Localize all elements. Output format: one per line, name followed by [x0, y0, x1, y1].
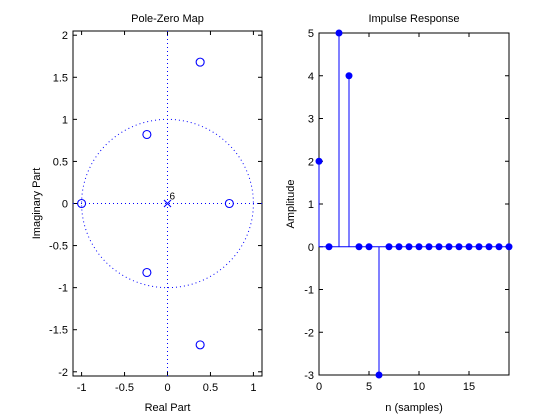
pole-zero-y-tick-label: 1.5 [53, 72, 68, 84]
stem-marker [375, 371, 383, 379]
impulse-response-axes-frame [318, 32, 510, 376]
stem-marker [365, 243, 373, 251]
zero-marker [142, 129, 152, 140]
zero-marker [224, 198, 234, 209]
pole-zero-y-tick-label: 0.5 [53, 156, 68, 168]
pole-zero-y-tick-label: -0.5 [49, 241, 68, 253]
pole-zero-x-tick-label: 1 [250, 382, 256, 394]
zero-marker [77, 198, 87, 209]
pole-zero-title: Pole-Zero Map [131, 13, 204, 25]
pole-zero-x-axis-label: Real Part [145, 402, 191, 414]
impulse-response-y-tick-label: 1 [308, 199, 314, 211]
stem-marker [405, 243, 413, 251]
pole-multiplicity-label: 6 [170, 192, 176, 203]
pole-zero-y-tick-label: -1.5 [49, 325, 68, 337]
impulse-response-x-tick-label: 5 [366, 381, 372, 393]
stem-marker [455, 243, 463, 251]
zero-marker [142, 267, 152, 278]
stem-marker [445, 243, 453, 251]
pole-zero-x-tick-label: 0 [164, 382, 170, 394]
stem-marker [475, 243, 483, 251]
impulse-response-x-tick-label: 15 [463, 381, 475, 393]
stem-marker [335, 29, 343, 37]
impulse-response-y-tick-label: 4 [308, 71, 314, 83]
pole-marker-stroke [163, 199, 172, 208]
pole-zero-x-tick-label: -0.5 [115, 382, 134, 394]
impulse-response-title: Impulse Response [368, 13, 459, 25]
stem-marker [505, 243, 513, 251]
stem-marker [425, 243, 433, 251]
stem-marker [315, 157, 323, 165]
impulse-response-y-tick-label: 2 [308, 156, 314, 168]
impulse-response-x-tick-label: 10 [413, 381, 425, 393]
zero-marker [195, 340, 205, 350]
stem-marker [345, 72, 353, 80]
impulse-response-panel: Impulse Response n (samples) Amplitude 0… [285, 13, 513, 414]
stem-marker [385, 243, 393, 251]
stem-marker [495, 243, 503, 251]
stem-marker [435, 243, 443, 251]
pole-zero-x-tick-label: -1 [77, 382, 87, 394]
impulse-response-y-tick-label: 5 [308, 28, 314, 40]
pole-zero-y-axis-label: Imaginary Part [31, 168, 43, 240]
impulse-response-y-tick-label: -3 [304, 370, 314, 382]
pole-zero-y-tick-label: 2 [62, 30, 68, 42]
stem-marker [355, 243, 363, 251]
impulse-response-x-axis-label: n (samples) [385, 402, 442, 414]
impulse-response-y-axis-label: Amplitude [285, 180, 297, 229]
pole-zero-y-tick-label: -2 [58, 367, 68, 379]
pole-zero-x-tick-label: 0.5 [203, 382, 218, 394]
stem-marker [395, 243, 403, 251]
impulse-response-y-tick-label: -2 [304, 327, 314, 339]
stem-marker [415, 243, 423, 251]
impulse-response-y-tick-label: -1 [304, 285, 314, 297]
pole-zero-y-tick-label: 1 [62, 114, 68, 126]
stem-marker [325, 243, 333, 251]
pole-marker [163, 199, 172, 208]
stem-marker [485, 243, 493, 251]
pole-zero-y-tick-label: 0 [62, 199, 68, 211]
stem-marker [465, 243, 473, 251]
pole-zero-y-tick-label: -1 [58, 283, 68, 295]
impulse-response-y-tick-label: 0 [308, 242, 314, 254]
impulse-response-y-tick-label: 3 [308, 114, 314, 126]
pole-zero-panel: Pole-Zero Map Real Part Imaginary Part -… [31, 13, 263, 414]
zero-marker [195, 57, 205, 67]
unit-circle [81, 118, 254, 289]
impulse-response-x-tick-label: 0 [316, 381, 322, 393]
